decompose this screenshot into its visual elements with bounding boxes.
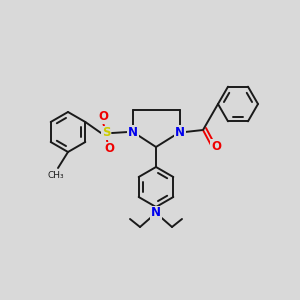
Text: O: O [211, 140, 221, 152]
Text: S: S [102, 127, 110, 140]
Text: O: O [98, 110, 108, 124]
Text: N: N [175, 125, 185, 139]
Text: N: N [151, 206, 161, 220]
Text: CH₃: CH₃ [48, 171, 64, 180]
Text: O: O [104, 142, 114, 155]
Text: N: N [128, 125, 138, 139]
